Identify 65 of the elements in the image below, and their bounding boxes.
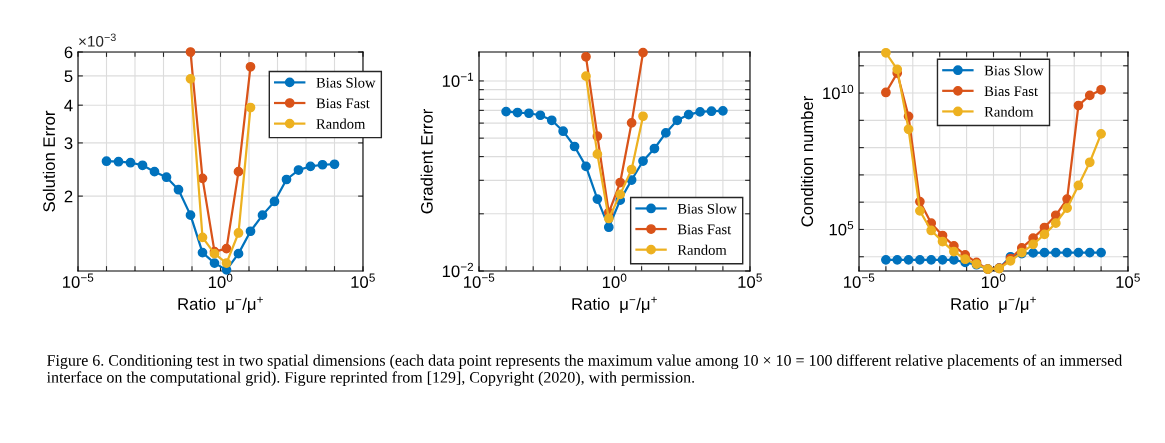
- x-axis-title: Ratio μ$^{−}$/μ$^{+}$: [572, 296, 657, 313]
- x-tick-label: 10$^{0}$: [208, 273, 233, 289]
- point: [1039, 229, 1050, 240]
- x-tick-label: 10$^{5}$: [1116, 273, 1140, 288]
- y-tick-label: 10$^{−1}$: [442, 72, 474, 87]
- y-tick-label: 5: [64, 70, 73, 83]
- x-tick-label: 10$^{5}$: [351, 273, 375, 288]
- point: [915, 206, 925, 216]
- legend-label: Bias Fast: [316, 98, 370, 109]
- y-tick-label: 3: [64, 137, 73, 150]
- y-axis-title: Gradient Error: [420, 108, 433, 214]
- legend-label: Random: [984, 106, 1034, 117]
- y-tick-label: 10$^{10}$: [823, 84, 854, 100]
- y-tick-label: 4: [64, 99, 73, 112]
- point: [1028, 248, 1039, 258]
- point: [926, 225, 937, 236]
- point: [892, 254, 903, 265]
- point: [948, 254, 959, 265]
- x-axis-title: Ratio μ$^{−}$/μ$^{+}$: [951, 296, 1036, 313]
- point: [937, 254, 948, 265]
- point: [1050, 247, 1061, 258]
- point: [937, 236, 948, 247]
- x-tick-label: 10$^{0}$: [981, 273, 1006, 289]
- text: ×10$^{−3}$: [79, 33, 116, 47]
- point: [1028, 239, 1039, 250]
- point: [1050, 218, 1061, 229]
- point: [1073, 100, 1084, 111]
- caption: Figure 6. Conditioning test in two spatial dimensions (each data point represents the maximum value among 10 × 10 = 100 different relative placements of an immersed interface on the computational grid). Figure reprinted from [129], Copyright (2020), with permission.: [46, 354, 1123, 387]
- point: [892, 64, 903, 75]
- x-tick-label: 10$^{−5}$: [464, 273, 495, 288]
- point: [915, 254, 925, 265]
- point: [1062, 203, 1072, 213]
- point: [881, 87, 891, 98]
- point: [1084, 247, 1095, 258]
- x-tick-label: 10$^{−5}$: [63, 273, 94, 288]
- x-tick-label: 10$^{0}$: [602, 273, 627, 289]
- legend-label: Bias Slow: [316, 77, 376, 88]
- point: [1073, 180, 1084, 191]
- y-axis-title: Condition number: [800, 95, 814, 227]
- point: [1096, 247, 1106, 258]
- point: [903, 124, 914, 135]
- point: [881, 47, 891, 58]
- legend-label: Bias Fast: [984, 86, 1038, 97]
- x-tick-label: 10$^{−5}$: [844, 273, 875, 288]
- point: [1084, 157, 1095, 168]
- point: [1096, 84, 1106, 95]
- point: [1039, 247, 1050, 258]
- legend-label: Bias Fast: [677, 224, 732, 235]
- legend-label: Random: [677, 244, 727, 255]
- point: [1096, 128, 1106, 139]
- legend-label: Random: [316, 118, 366, 129]
- x-tick-label: 10$^{5}$: [738, 273, 762, 288]
- x-axis-title: Ratio μ$^{−}$/μ$^{+}$: [178, 296, 263, 313]
- point: [881, 254, 891, 265]
- point: [903, 254, 914, 265]
- point: [1062, 247, 1072, 258]
- point: [1073, 247, 1084, 258]
- y-axis-title: Solution Error: [42, 110, 56, 212]
- point: [948, 246, 959, 257]
- y-tick-label: 6: [64, 46, 73, 59]
- legend-label: Bias Slow: [984, 65, 1044, 76]
- point: [1084, 90, 1095, 101]
- point: [926, 254, 937, 265]
- y-tick-label: 2: [64, 190, 73, 203]
- legend-label: Bias Slow: [677, 203, 737, 214]
